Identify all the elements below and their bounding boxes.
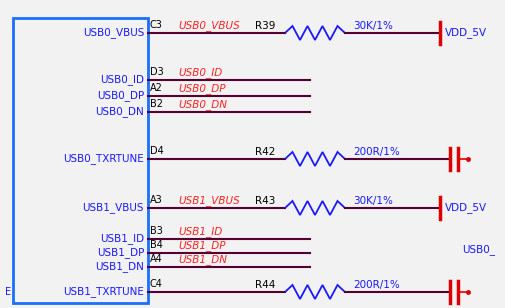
Text: USB0_ID: USB0_ID bbox=[100, 75, 144, 85]
Text: USB0_DP: USB0_DP bbox=[178, 83, 226, 94]
Text: VDD_5V: VDD_5V bbox=[445, 27, 487, 38]
Text: USB0_DN: USB0_DN bbox=[178, 99, 227, 110]
Text: A3: A3 bbox=[150, 195, 163, 205]
Text: USB1_TXRTUNE: USB1_TXRTUNE bbox=[63, 286, 144, 298]
Text: 30K/1%: 30K/1% bbox=[353, 196, 393, 206]
Text: E: E bbox=[5, 287, 11, 297]
Text: 200R/1%: 200R/1% bbox=[353, 280, 400, 290]
Text: B4: B4 bbox=[150, 240, 163, 250]
Text: USB0_DP: USB0_DP bbox=[97, 91, 144, 101]
Text: USB1_DP: USB1_DP bbox=[96, 248, 144, 258]
Text: A4: A4 bbox=[150, 254, 163, 264]
Text: 30K/1%: 30K/1% bbox=[353, 21, 393, 31]
Text: USB0_VBUS: USB0_VBUS bbox=[83, 27, 144, 38]
Text: R39: R39 bbox=[255, 21, 275, 31]
Text: B3: B3 bbox=[150, 226, 163, 236]
Text: USB1_VBUS: USB1_VBUS bbox=[82, 203, 144, 213]
Text: VDD_5V: VDD_5V bbox=[445, 203, 487, 213]
Text: C4: C4 bbox=[150, 279, 163, 289]
Text: USB1_ID: USB1_ID bbox=[100, 233, 144, 245]
Text: USB0_ID: USB0_ID bbox=[178, 67, 222, 78]
Text: A2: A2 bbox=[150, 83, 163, 93]
Text: USB0_VBUS: USB0_VBUS bbox=[178, 20, 240, 31]
Text: USB0_DN: USB0_DN bbox=[95, 107, 144, 117]
Text: R42: R42 bbox=[255, 147, 275, 157]
Text: R44: R44 bbox=[255, 280, 275, 290]
Text: R43: R43 bbox=[255, 196, 275, 206]
Text: USB0_TXRTUNE: USB0_TXRTUNE bbox=[63, 154, 144, 164]
Text: USB1_DN: USB1_DN bbox=[178, 254, 227, 265]
Text: USB1_DP: USB1_DP bbox=[178, 240, 226, 251]
Text: USB1_ID: USB1_ID bbox=[178, 226, 222, 237]
Text: D3: D3 bbox=[150, 67, 164, 77]
Text: USB0_: USB0_ bbox=[462, 245, 495, 255]
Text: B2: B2 bbox=[150, 99, 163, 109]
Text: C3: C3 bbox=[150, 20, 163, 30]
Text: USB1_VBUS: USB1_VBUS bbox=[178, 195, 240, 206]
Text: USB1_DN: USB1_DN bbox=[95, 261, 144, 273]
Text: D4: D4 bbox=[150, 146, 164, 156]
Text: 200R/1%: 200R/1% bbox=[353, 147, 400, 157]
